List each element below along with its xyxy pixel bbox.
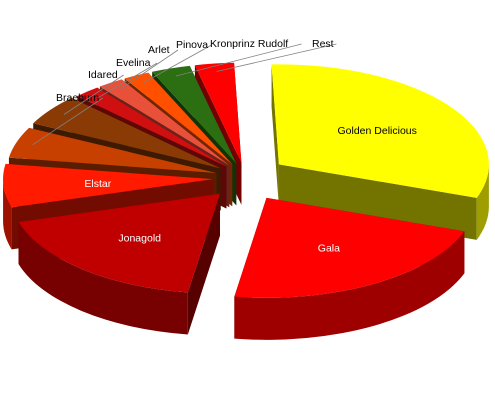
slice-side-jonagold-0 xyxy=(18,221,188,335)
slice-label-braeburn: Braeburn xyxy=(56,92,99,104)
slice-rest xyxy=(194,62,242,163)
slice-label-evelina: Evelina xyxy=(116,57,151,69)
slice-golden-delicious xyxy=(271,64,489,198)
leader-line-arlet xyxy=(119,49,179,90)
leader-line-pinova xyxy=(143,44,212,83)
leader-line-braeburn xyxy=(32,97,104,146)
slice-side-gala-0 xyxy=(234,231,465,340)
slice-wall-golden-delicious-1 xyxy=(278,164,477,240)
slice-label-gala: Gala xyxy=(318,243,340,255)
leader-line-kronprinz-rudolf xyxy=(175,43,302,77)
slice-idared xyxy=(33,97,221,169)
slice-arlet xyxy=(99,79,230,166)
slice-label-elstar: Elstar xyxy=(84,178,111,190)
slice-side-elstar-0 xyxy=(3,179,12,250)
leader-line-rest xyxy=(216,43,337,72)
slice-jonagold xyxy=(18,193,220,293)
slice-label-rest: Rest xyxy=(312,38,334,50)
slice-gala xyxy=(234,197,465,298)
slice-elstar xyxy=(3,163,214,208)
slice-tops-layer xyxy=(3,62,489,298)
slice-pinova xyxy=(124,72,233,165)
slice-label-arlet: Arlet xyxy=(148,44,170,56)
leader-line-idared xyxy=(63,74,124,115)
slice-evelina xyxy=(77,87,227,167)
slice-label-jonagold: Jonagold xyxy=(118,232,161,244)
slice-wall-golden-delicious-0 xyxy=(271,64,279,207)
slice-labels-layer: Golden Delicious Gala Jonagold Elstar Braebu… xyxy=(32,38,417,255)
leader-line-evelina xyxy=(97,62,158,99)
slice-side-golden-delicious-0 xyxy=(476,164,489,240)
slice-label-kronprinz-rudolf: Kronprinz Rudolf xyxy=(210,38,288,50)
slice-kronprinz-rudolf xyxy=(152,65,237,164)
slice-label-idared: Idared xyxy=(88,69,118,81)
slice-label-pinova: Pinova xyxy=(176,39,208,51)
slice-braeburn xyxy=(8,127,217,173)
slice-label-golden-delicious: Golden Delicious xyxy=(338,125,417,137)
